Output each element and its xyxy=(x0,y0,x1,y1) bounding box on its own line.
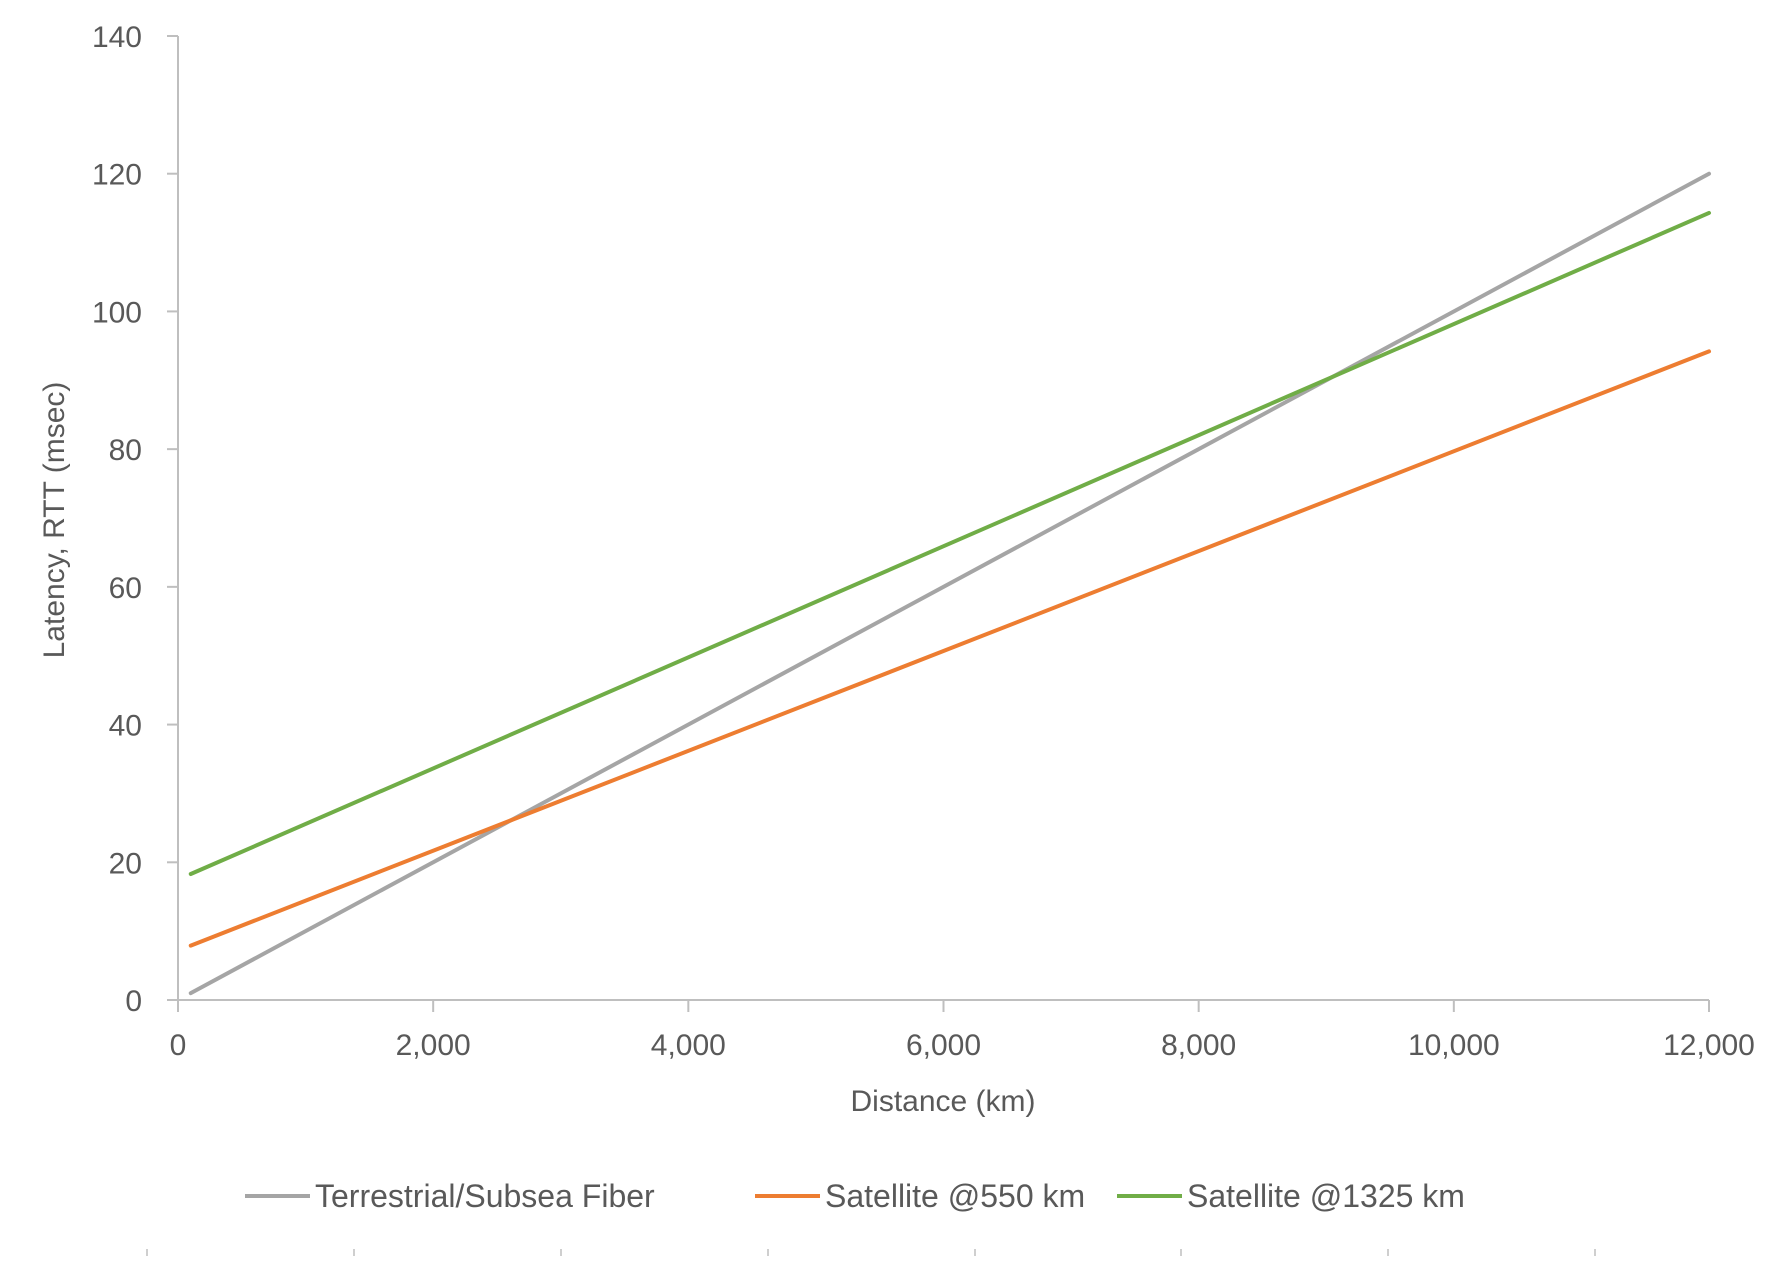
legend-label: Satellite @550 km xyxy=(825,1178,1085,1214)
x-axis-title: Distance (km) xyxy=(850,1085,1035,1118)
lower-chart-axis-ticks xyxy=(146,1249,1596,1256)
legend-label: Satellite @1325 km xyxy=(1187,1178,1465,1214)
y-tick-label: 0 xyxy=(125,985,142,1018)
legend-item: Satellite @1325 km xyxy=(1117,1178,1465,1214)
series-line-0 xyxy=(188,171,1711,996)
x-tick-label: 10,000 xyxy=(1408,1029,1500,1062)
y-tick-label: 60 xyxy=(109,572,142,605)
y-tick-label: 140 xyxy=(92,21,142,54)
axes xyxy=(177,36,1709,1001)
y-axis-ticks: 0 20 40 60 80 100 120 140 xyxy=(92,21,178,1018)
legend-item: Terrestrial/Subsea Fiber xyxy=(245,1178,655,1214)
x-axis-ticks: 0 2,000 4,000 6,000 8,000 10,000 12,000 xyxy=(170,1000,1755,1062)
series-line-2 xyxy=(188,210,1711,876)
y-tick-label: 120 xyxy=(92,159,142,192)
x-tick-label: 2,000 xyxy=(396,1029,471,1062)
x-tick-label: 0 xyxy=(170,1029,187,1062)
x-tick-label: 4,000 xyxy=(651,1029,726,1062)
y-tick-label: 20 xyxy=(109,847,142,880)
legend-item: Satellite @550 km xyxy=(755,1178,1085,1214)
x-tick-label: 8,000 xyxy=(1161,1029,1236,1062)
y-tick-label: 100 xyxy=(92,296,142,329)
y-tick-label: 80 xyxy=(109,434,142,467)
x-tick-label: 12,000 xyxy=(1663,1029,1755,1062)
y-axis-title: Latency, RTT (msec) xyxy=(38,382,71,659)
legend-label: Terrestrial/Subsea Fiber xyxy=(315,1178,655,1214)
legend: Terrestrial/Subsea Fiber Satellite @550 k… xyxy=(245,1178,1465,1214)
plot-series xyxy=(188,171,1711,996)
x-tick-label: 6,000 xyxy=(906,1029,981,1062)
y-tick-label: 40 xyxy=(109,710,142,743)
series-line-1 xyxy=(188,349,1711,948)
